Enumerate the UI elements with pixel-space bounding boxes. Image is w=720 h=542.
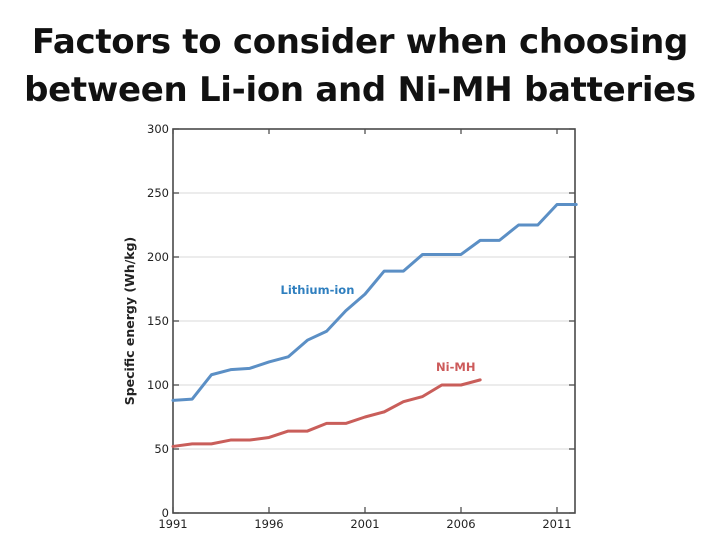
y-tick-label: 0 (162, 506, 169, 520)
title-line-1: Factors to consider when choosing (31, 22, 689, 62)
series-label-lithium-ion: Lithium-ion (281, 283, 355, 297)
y-tick-label: 50 (154, 442, 169, 456)
y-axis-title: Specific energy (Wh/kg) (122, 237, 137, 406)
plot-frame (172, 128, 576, 514)
axes: 0 50 100 150 200 250 300 1991 1996 2001 2006 2011 (147, 122, 576, 531)
y-tick-label: 100 (147, 378, 169, 392)
y-tick-label: 300 (147, 122, 169, 136)
title-line-2: between Li-ion and Ni-MH batteries (24, 70, 696, 110)
series-lines (171, 203, 578, 448)
page-title: Factors to consider when choosing betwee… (0, 18, 720, 114)
series-line-lithium-ion (171, 203, 578, 402)
x-tick-label: 2006 (446, 517, 475, 531)
x-tick-label: 1996 (254, 517, 283, 531)
x-tick-label: 1991 (158, 517, 187, 531)
series-labels: Lithium-ion Ni-MH (281, 283, 476, 374)
x-tick-label: 2011 (542, 517, 571, 531)
series-line-ni-mh (171, 378, 482, 448)
series-label-ni-mh: Ni-MH (436, 360, 475, 374)
y-tick-label: 150 (147, 314, 169, 328)
x-tick-label: 2001 (350, 517, 379, 531)
y-tick-label: 200 (147, 250, 169, 264)
y-tick-label: 250 (147, 186, 169, 200)
gridlines (174, 192, 574, 450)
